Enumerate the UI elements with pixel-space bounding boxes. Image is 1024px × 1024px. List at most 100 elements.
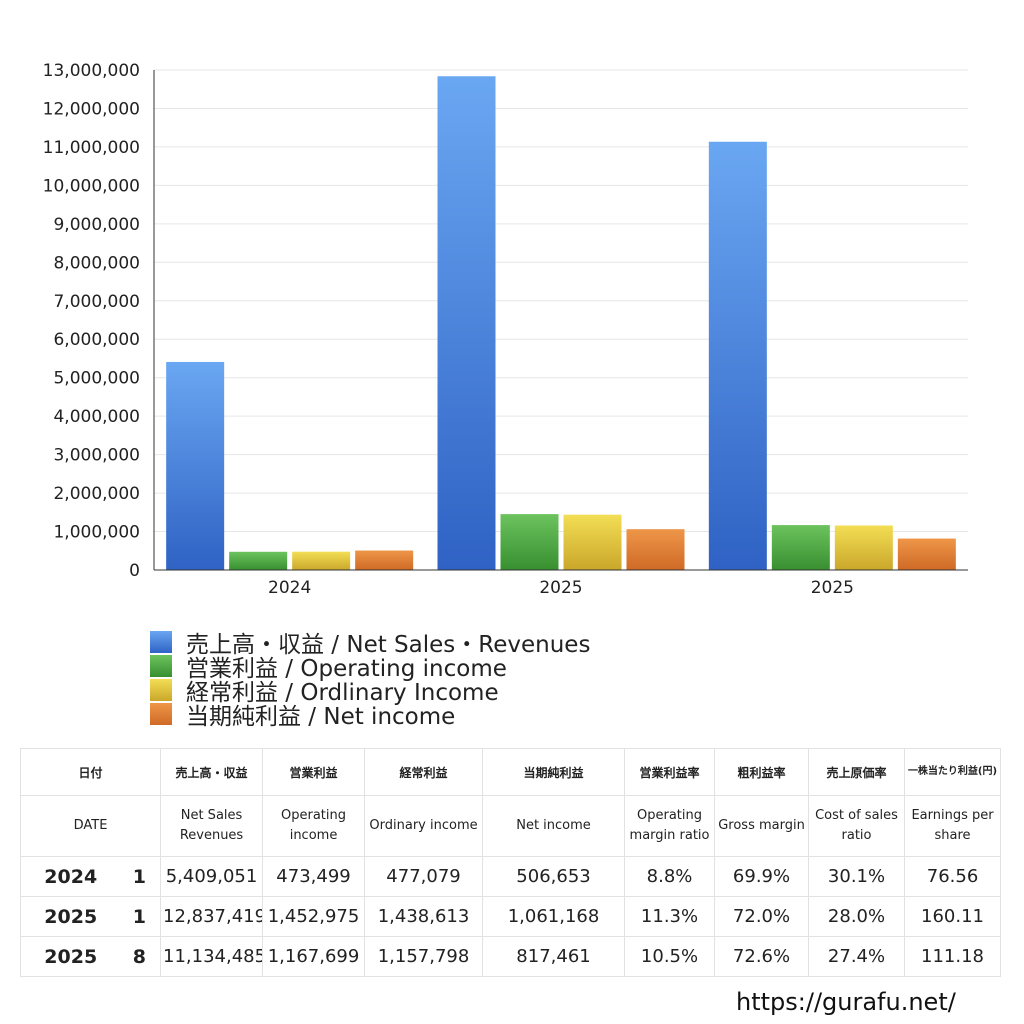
th-sales-en: Net Sales Revenues: [160, 795, 264, 857]
x-tick-label: 2024: [268, 578, 311, 598]
cell-sales: 11,134,485: [160, 936, 264, 977]
bar: [897, 538, 956, 570]
cell-ordinary: 477,079: [364, 856, 484, 897]
th-date-en: DATE: [19, 795, 162, 857]
bar: [563, 514, 622, 570]
y-axis-ticks: 0 1,000,000 2,000,000 3,000,000 4,000,000 5,0…: [43, 61, 140, 581]
legend-swatch-ordinary: [150, 679, 172, 701]
cell-cos: 27.4%: [808, 936, 906, 977]
legend: 売上高・収益 / Net Sales・Revenues 営業利益 / Opera…: [150, 630, 590, 730]
y-tick-label: 5,000,000: [53, 369, 140, 389]
table-header-en: DATE Net Sales Revenues Operating income…: [19, 795, 1002, 857]
cell-operating: 1,452,975: [262, 896, 366, 937]
th-net-en: Net income: [482, 795, 626, 857]
site-url: https://gurafu.net/: [736, 988, 956, 1016]
legend-label-net: 当期純利益 / Net income: [186, 704, 456, 730]
table-row: 2025 1 12,837,419 1,452,975 1,438,613 1,…: [20, 896, 1002, 937]
th-cos-jp: 売上原価率: [808, 748, 906, 796]
bar: [229, 551, 288, 570]
y-tick-label: 7,000,000: [53, 292, 140, 312]
th-eps-jp: 一株当たり利益(円): [904, 748, 1002, 796]
bar: [166, 361, 225, 570]
y-tick-label: 2,000,000: [53, 484, 140, 504]
cell-opm: 8.8%: [624, 856, 716, 897]
y-tick-label: 9,000,000: [53, 215, 140, 235]
y-tick-label: 8,000,000: [53, 253, 140, 273]
bar: [437, 76, 496, 570]
bar: [708, 141, 767, 570]
legend-swatch-operating: [150, 655, 172, 677]
cell-net: 1,061,168: [482, 896, 626, 937]
y-tick-label: 4,000,000: [53, 407, 140, 427]
legend-swatch-sales: [150, 631, 172, 653]
bars: [166, 76, 956, 570]
cell-opm: 11.3%: [624, 896, 716, 937]
y-tick-label: 1,000,000: [53, 523, 140, 543]
y-tick-label: 12,000,000: [43, 99, 140, 119]
cell-year: 2025: [20, 896, 121, 937]
cell-operating: 473,499: [262, 856, 366, 897]
legend-swatch-net: [150, 703, 172, 725]
cell-month: 8: [120, 936, 162, 977]
cell-sales: 5,409,051: [160, 856, 264, 897]
cell-opm: 10.5%: [624, 936, 716, 977]
table-row: 2025 8 11,134,485 1,167,699 1,157,798 81…: [20, 936, 1002, 977]
cell-eps: 76.56: [904, 856, 1002, 897]
y-tick-label: 0: [129, 561, 140, 581]
th-date-jp: 日付: [19, 748, 162, 796]
th-operating-en: Operating income: [262, 795, 366, 857]
th-ordinary-en: Ordinary income: [364, 795, 484, 857]
x-tick-label: 2025: [811, 578, 854, 598]
th-opm-jp: 営業利益率: [624, 748, 716, 796]
th-ordinary-jp: 経常利益: [364, 748, 484, 796]
cell-ordinary: 1,157,798: [364, 936, 484, 977]
y-tick-label: 3,000,000: [53, 446, 140, 466]
cell-ordinary: 1,438,613: [364, 896, 484, 937]
legend-label-sales: 売上高・収益 / Net Sales・Revenues: [186, 632, 591, 658]
bar: [626, 529, 685, 570]
cell-gm: 69.9%: [714, 856, 810, 897]
cell-gm: 72.6%: [714, 936, 810, 977]
th-net-jp: 当期純利益: [482, 748, 626, 796]
th-operating-jp: 営業利益: [262, 748, 366, 796]
th-gm-en: Gross margin: [714, 795, 810, 857]
legend-item-net: 当期純利益 / Net income: [150, 702, 590, 730]
table-header-jp: 日付 売上高・収益 営業利益 経常利益 当期純利益 営業利益率 粗利益率 売上原…: [19, 748, 1002, 796]
legend-item-sales: 売上高・収益 / Net Sales・Revenues: [150, 630, 590, 658]
cell-year: 2024: [20, 856, 121, 897]
cell-eps: 111.18: [904, 936, 1002, 977]
cell-operating: 1,167,699: [262, 936, 366, 977]
cell-eps: 160.11: [904, 896, 1002, 937]
bar: [834, 525, 893, 570]
financial-table: 日付 売上高・収益 営業利益 経常利益 当期純利益 営業利益率 粗利益率 売上原…: [19, 748, 1002, 977]
cell-cos: 30.1%: [808, 856, 906, 897]
th-gm-jp: 粗利益率: [714, 748, 810, 796]
bar: [355, 550, 414, 570]
y-tick-label: 13,000,000: [43, 61, 140, 81]
cell-net: 506,653: [482, 856, 626, 897]
th-eps-en: Earnings per share: [904, 795, 1002, 857]
bar: [500, 514, 559, 570]
bar-chart: 0 1,000,000 2,000,000 3,000,000 4,000,000 5,0…: [43, 61, 968, 598]
legend-label-operating: 営業利益 / Operating income: [186, 656, 507, 682]
cell-month: 1: [120, 896, 162, 937]
th-sales-jp: 売上高・収益: [160, 748, 264, 796]
cell-net: 817,461: [482, 936, 626, 977]
legend-item-ordinary: 経常利益 / Ordlinary Income: [150, 678, 590, 706]
legend-label-ordinary: 経常利益 / Ordlinary Income: [186, 680, 499, 706]
y-tick-label: 11,000,000: [43, 138, 140, 158]
bar: [292, 551, 351, 570]
x-tick-label: 2025: [539, 578, 582, 598]
cell-sales: 12,837,419: [160, 896, 264, 937]
y-tick-label: 6,000,000: [53, 330, 140, 350]
cell-cos: 28.0%: [808, 896, 906, 937]
bar: [771, 525, 830, 570]
th-cos-en: Cost of sales ratio: [808, 795, 906, 857]
y-tick-label: 10,000,000: [43, 176, 140, 196]
cell-year: 2025: [20, 936, 121, 977]
x-axis-ticks: 2024 2025 2025: [268, 578, 854, 598]
legend-item-operating: 営業利益 / Operating income: [150, 654, 590, 682]
table-row: 2024 1 5,409,051 473,499 477,079 506,653…: [20, 856, 1002, 897]
cell-gm: 72.0%: [714, 896, 810, 937]
grid-lines: [154, 69, 968, 571]
